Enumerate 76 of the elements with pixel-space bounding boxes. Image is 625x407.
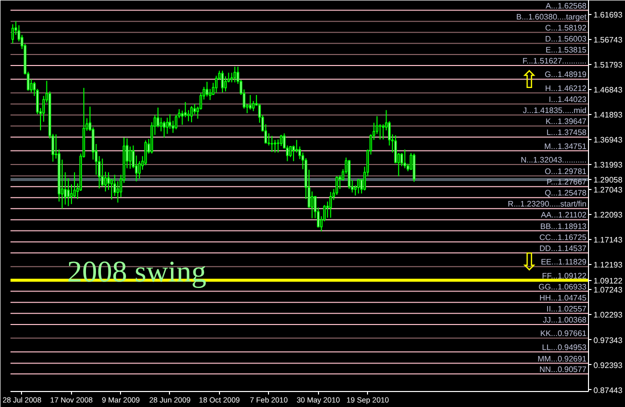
candlestick bbox=[329, 191, 332, 218]
candlestick bbox=[156, 107, 160, 128]
y-tick-label: 1.12193 bbox=[594, 260, 623, 270]
candlestick bbox=[378, 124, 382, 140]
ref-line-label: EE...1.11829 bbox=[540, 258, 588, 267]
y-tick-label: 1.31993 bbox=[594, 160, 623, 170]
y-tick-label: 1.17143 bbox=[594, 236, 623, 245]
ref-line-label: D...1.56003 bbox=[545, 34, 588, 44]
candlestick bbox=[67, 178, 70, 207]
candlestick bbox=[190, 106, 193, 123]
y-tick-label: 1.09122 bbox=[594, 276, 623, 286]
ref-line-label: H...1.46212 bbox=[545, 84, 588, 93]
y-tick-label: 1.07243 bbox=[594, 286, 623, 295]
ref-line-label: LL...0.94953 bbox=[542, 342, 588, 352]
y-tick-label: 0.92393 bbox=[594, 360, 623, 370]
ref-line-label: C...1.58192 bbox=[545, 23, 588, 32]
ref-line-label: NN...0.90577 bbox=[539, 364, 588, 374]
candlestick bbox=[276, 138, 280, 154]
y-tick-label: 0.87443 bbox=[594, 386, 623, 395]
ref-line-label: F...1.51627........... bbox=[522, 56, 587, 66]
candlestick bbox=[382, 124, 384, 140]
ref-line-label: R...1.23290.....start/fin bbox=[508, 200, 587, 209]
candlestick bbox=[206, 81, 208, 97]
ref-line-label: E...1.53815 bbox=[546, 45, 588, 54]
candlestick bbox=[128, 146, 132, 170]
candlestick bbox=[404, 149, 406, 169]
candlestick bbox=[248, 94, 252, 110]
ref-line-label: MM...0.92691 bbox=[538, 354, 588, 364]
candlestick bbox=[310, 190, 314, 219]
ref-line-label: CC...1.16725 bbox=[539, 232, 588, 242]
ref-line-label: GG...1.06933 bbox=[538, 282, 588, 292]
ref-line-label: G...1.48919 bbox=[544, 70, 588, 80]
candlestick bbox=[295, 139, 298, 154]
candlestick bbox=[162, 120, 166, 138]
candlestick bbox=[234, 66, 236, 83]
ref-line-label: HH...1.04745 bbox=[539, 293, 588, 302]
y-tick-label: 1.41893 bbox=[594, 110, 623, 120]
ref-line-label: AA...1.21102 bbox=[540, 210, 588, 220]
ref-line-label: JJ...1.00368 bbox=[542, 315, 588, 324]
ref-line-label: DD...1.14537 bbox=[539, 244, 588, 253]
y-tick-label: 1.22093 bbox=[594, 210, 623, 220]
y-tick-label: 1.56743 bbox=[594, 36, 623, 45]
candlestick bbox=[144, 140, 147, 166]
ref-line-label: N...1.32043........... bbox=[520, 155, 586, 164]
ref-line-label: KK...0.97661 bbox=[540, 329, 588, 338]
ref-line-label: FF...1.09122 bbox=[542, 271, 588, 280]
candlestick bbox=[357, 178, 360, 194]
y-tick-label: 1.29058 bbox=[594, 176, 623, 185]
y-tick-label: 0.97343 bbox=[594, 336, 623, 345]
ref-line-label: BB...1.18913 bbox=[540, 222, 588, 231]
y-tick-label: 1.27043 bbox=[594, 186, 623, 195]
y-tick-label: 1.51793 bbox=[594, 60, 623, 70]
y-tick-label: 1.36943 bbox=[594, 136, 623, 145]
y-tick-label: 1.02293 bbox=[594, 310, 623, 320]
candlestick bbox=[224, 76, 227, 92]
ref-line-label: O...1.29781 bbox=[544, 166, 588, 176]
annotation: ⇩ bbox=[519, 248, 540, 276]
ref-line-label: P...1.27667 bbox=[546, 178, 588, 187]
candlestick bbox=[166, 117, 169, 134]
ref-line-label: I...1.44023 bbox=[548, 94, 588, 104]
candlestick bbox=[270, 135, 274, 153]
ref-line-label: M...1.34751 bbox=[544, 142, 588, 151]
ref-line-label: B...1.60380....target bbox=[516, 12, 588, 22]
ref-line-label: II...1.02557 bbox=[546, 304, 588, 314]
ref-line-label: Q...1.25478 bbox=[544, 188, 588, 198]
ref-line-label: L...1.37458 bbox=[546, 128, 588, 138]
candlestick bbox=[221, 70, 224, 93]
candlestick bbox=[274, 139, 276, 154]
candlestick bbox=[104, 171, 107, 192]
y-tick-label: 1.61693 bbox=[594, 10, 623, 20]
candlestick bbox=[193, 104, 196, 115]
y-tick-label: 1.46843 bbox=[594, 86, 623, 95]
ref-line-label: J...1.41835.....mid bbox=[522, 106, 587, 115]
ref-line-label: K...1.39647 bbox=[546, 117, 588, 126]
candlestick bbox=[338, 174, 342, 190]
ref-line-label: A...1.62568 bbox=[546, 1, 588, 10]
